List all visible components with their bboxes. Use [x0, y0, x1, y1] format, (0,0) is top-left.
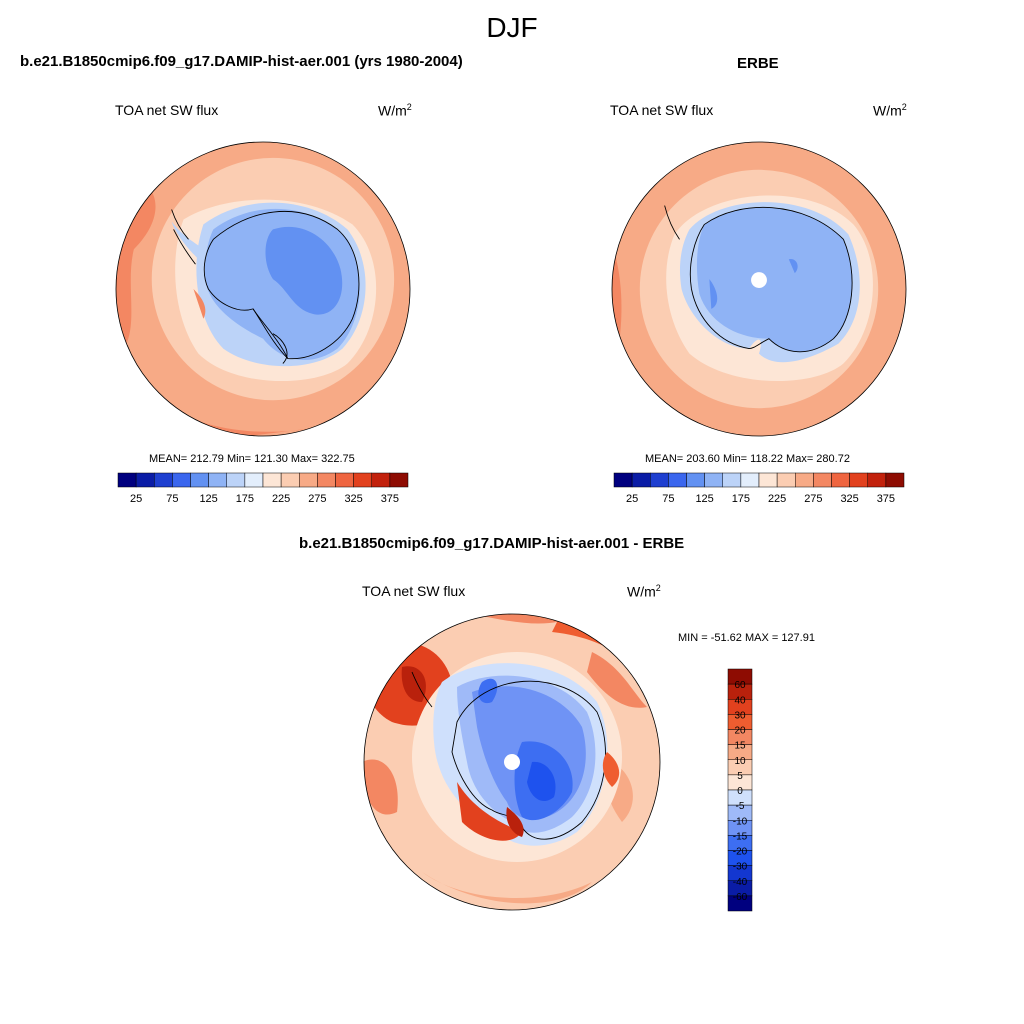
diff-colorbar-tick-label: 30: [734, 710, 746, 721]
obs-colorbar-swatch: [650, 472, 669, 488]
model-colorbar-swatch: [190, 472, 209, 488]
obs-colorbar-swatch: [831, 472, 850, 488]
model-colorbar-tick-label: 125: [199, 493, 217, 505]
obs-colorbar-swatch: [631, 472, 651, 488]
obs-colorbar-swatch: [867, 472, 887, 488]
model-colorbar: 25 75 125 175 225 275 325 375: [117, 472, 409, 505]
diff-field-label: TOA net SW flux: [362, 583, 466, 599]
obs-colorbar-tick-label: 275: [804, 493, 822, 505]
diff-colorbar-tick-label: 40: [734, 695, 746, 706]
diff-colorbar-tick-label: 0: [737, 786, 743, 797]
diff-colorbar-tick-label: -10: [733, 816, 748, 827]
diff-colorbar-tick-label: -15: [733, 831, 748, 842]
model-colorbar-swatch: [244, 472, 264, 488]
diff-colorbar-tick-label: 10: [734, 756, 746, 767]
obs-map: [611, 141, 907, 437]
diff-colorbar-tick-label: 5: [737, 771, 743, 782]
diff-colorbar-tick-label: 20: [734, 726, 746, 737]
obs-colorbar-swatch: [776, 472, 796, 488]
model-colorbar-swatch: [371, 472, 391, 488]
obs-colorbar-swatch: [704, 472, 723, 488]
obs-colorbar-swatch: [613, 472, 633, 488]
diff-panel-title: b.e21.B1850cmip6.f09_g17.DAMIP-hist-aer.…: [299, 535, 685, 552]
model-units-label: W/m2: [378, 102, 412, 119]
diff-colorbar-tick-label: -60: [733, 892, 748, 903]
diff-colorbar-tick-label: 60: [734, 680, 746, 691]
model-colorbar-swatch: [335, 472, 354, 488]
model-colorbar-swatch: [154, 472, 173, 488]
model-colorbar-swatch: [172, 472, 191, 488]
obs-colorbar-swatch: [795, 472, 814, 488]
diff-colorbar-tick-label: -20: [733, 847, 748, 858]
diff-units-label: W/m2: [627, 583, 661, 600]
obs-colorbar-swatch: [885, 472, 905, 488]
obs-colorbar-swatch: [740, 472, 760, 488]
obs-units-label: W/m2: [873, 102, 907, 119]
obs-colorbar-tick-label: 25: [626, 493, 638, 505]
obs-colorbar-swatch: [849, 472, 868, 488]
obs-colorbar-swatch: [813, 472, 832, 488]
model-colorbar-tick-label: 375: [381, 493, 399, 505]
model-colorbar-swatch: [280, 472, 300, 488]
figure-title: DJF: [486, 12, 538, 43]
obs-colorbar-tick-label: 225: [768, 493, 786, 505]
model-colorbar-swatch: [353, 472, 372, 488]
obs-stats: MEAN= 203.60 Min= 118.22 Max= 280.72: [645, 453, 850, 465]
obs-colorbar-tick-label: 175: [732, 493, 750, 505]
model-colorbar-swatch: [317, 472, 336, 488]
obs-colorbar-swatch: [758, 472, 778, 488]
obs-field-label: TOA net SW flux: [610, 102, 714, 118]
diff-colorbar-tick-label: -30: [733, 862, 748, 873]
obs-colorbar-swatch: [668, 472, 687, 488]
diff-map: [363, 613, 661, 911]
model-field-label: TOA net SW flux: [115, 102, 219, 118]
model-colorbar-tick-label: 275: [308, 493, 326, 505]
diff-colorbar-tick-label: -40: [733, 877, 748, 888]
obs-colorbar-tick-label: 325: [840, 493, 858, 505]
model-panel-title: b.e21.B1850cmip6.f09_g17.DAMIP-hist-aer.…: [20, 53, 463, 70]
model-colorbar-swatch: [226, 472, 246, 488]
model-colorbar-swatch: [262, 472, 282, 488]
obs-colorbar-tick-label: 75: [662, 493, 674, 505]
obs-colorbar-tick-label: 375: [877, 493, 895, 505]
model-stats: MEAN= 212.79 Min= 121.30 Max= 322.75: [149, 453, 355, 465]
obs-panel-title: ERBE: [737, 55, 779, 72]
diff-colorbar-tick-label: -5: [736, 801, 745, 812]
model-colorbar-tick-label: 25: [130, 493, 142, 505]
model-colorbar-tick-label: 175: [236, 493, 254, 505]
diff-colorbar: 60 40 30 20 15 10 5 0 -5 -10 -15 -20 -30 -40 -60: [727, 668, 753, 912]
model-colorbar-swatch: [389, 472, 409, 488]
model-colorbar-tick-label: 225: [272, 493, 290, 505]
model-colorbar-swatch: [135, 472, 155, 488]
obs-colorbar-tick-label: 125: [695, 493, 713, 505]
diff-colorbar-swatch: [727, 895, 753, 912]
model-colorbar-swatch: [208, 472, 227, 488]
model-colorbar-tick-label: 75: [166, 493, 178, 505]
obs-colorbar-swatch: [686, 472, 705, 488]
model-map: [115, 141, 411, 437]
model-colorbar-swatch: [117, 472, 137, 488]
diff-stats: MIN = -51.62 MAX = 127.91: [678, 632, 815, 644]
model-colorbar-tick-label: 325: [344, 493, 362, 505]
diff-colorbar-tick-label: 15: [734, 741, 746, 752]
obs-colorbar-swatch: [722, 472, 742, 488]
obs-colorbar: 25 75 125 175 225 275 325 375: [613, 472, 905, 505]
model-colorbar-swatch: [299, 472, 318, 488]
